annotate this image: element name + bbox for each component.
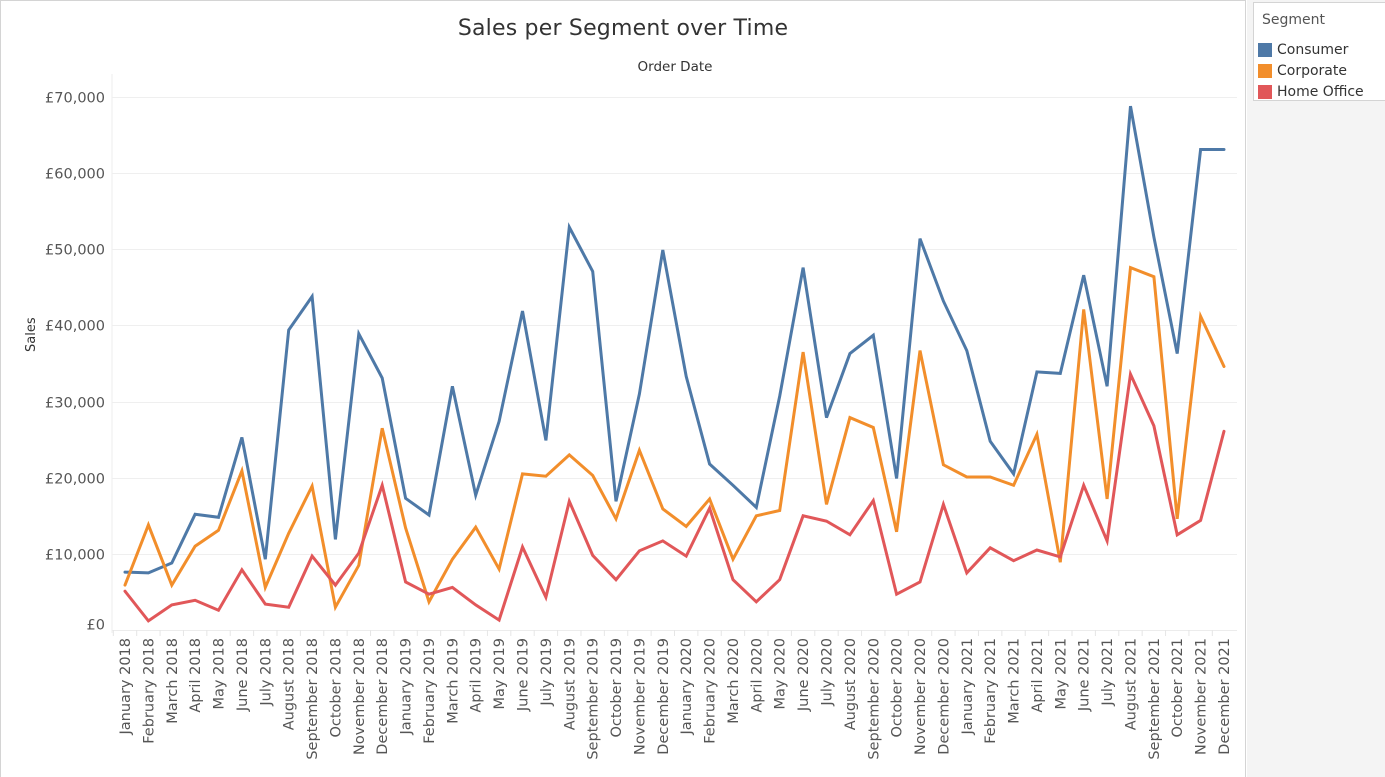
x-tick-label: January 2021	[960, 638, 976, 735]
x-tick-label: January 2019	[399, 638, 415, 735]
x-tick-label: February 2021	[983, 638, 999, 744]
x-tick-label: April 2021	[1030, 638, 1046, 713]
x-tick-label: September 2021	[1147, 638, 1163, 760]
legend-label: Home Office	[1277, 84, 1364, 100]
x-tick-label: March 2020	[726, 638, 742, 724]
x-tick-label: April 2020	[749, 638, 765, 713]
y-tick-label: £40,000	[45, 319, 105, 335]
series-line-consumer	[123, 105, 1226, 575]
x-tick-label: October 2020	[890, 638, 906, 738]
x-tick-label: December 2020	[936, 638, 952, 755]
x-tick-label: October 2018	[328, 638, 344, 738]
series-line-corporate	[123, 265, 1226, 612]
y-tick-label: £50,000	[45, 243, 105, 259]
x-tick-label: October 2021	[1170, 638, 1186, 738]
x-tick-label: November 2018	[352, 638, 368, 755]
x-tick-label: September 2020	[866, 638, 882, 760]
y-tick-label: £30,000	[45, 396, 105, 412]
x-tick-label: December 2021	[1217, 638, 1233, 755]
x-tick-label: November 2021	[1194, 638, 1210, 755]
x-tick-label: June 2019	[516, 638, 532, 712]
x-tick-label: October 2019	[609, 638, 625, 738]
x-tick-label: December 2019	[656, 638, 672, 755]
x-tick-label: April 2019	[469, 638, 485, 713]
x-tick-label: August 2019	[562, 638, 578, 730]
x-tick-label: August 2018	[282, 638, 298, 730]
y-tick-label: £0	[87, 618, 105, 634]
x-tick-label: February 2020	[703, 638, 719, 744]
x-tick-label: May 2018	[212, 638, 228, 710]
y-tick-label: £10,000	[45, 548, 105, 564]
x-tick-label: August 2021	[1123, 638, 1139, 730]
x-tick-label: January 2018	[118, 638, 134, 735]
x-tick-label: March 2018	[165, 638, 181, 724]
line-chart: £0 £10,000 £20,000 £30,000 £40,000 £50,000 £60…	[45, 74, 1237, 760]
x-tick-label: July 2019	[539, 638, 555, 707]
legend-swatch	[1258, 43, 1272, 57]
x-tick-label: July 2018	[258, 638, 274, 707]
x-tick-label: March 2021	[1007, 638, 1023, 724]
x-tick-label: September 2019	[586, 638, 602, 760]
x-tick-label: June 2021	[1077, 638, 1093, 712]
x-axis-header: Order Date	[637, 59, 713, 75]
x-tick-label: September 2018	[305, 638, 321, 760]
x-tick-label: May 2020	[773, 638, 789, 710]
legend-item-consumer[interactable]: Consumer	[1258, 40, 1348, 60]
x-tick-label: February 2019	[422, 638, 438, 744]
x-tick-label: December 2018	[375, 638, 391, 755]
legend-title: Segment	[1262, 12, 1325, 28]
x-tick-label: May 2021	[1053, 638, 1069, 710]
side-panel	[1247, 0, 1385, 777]
chart-panel	[0, 0, 1246, 777]
x-tick-label: June 2018	[235, 638, 251, 712]
chart-title: Sales per Segment over Time	[457, 16, 789, 41]
x-tick-label: July 2020	[819, 638, 835, 707]
y-tick-label: £70,000	[45, 91, 105, 107]
legend-label: Consumer	[1277, 42, 1349, 58]
series-line-home-office	[123, 368, 1226, 623]
x-tick-label: November 2020	[913, 638, 929, 755]
x-tick-label: May 2019	[492, 638, 508, 710]
legend: Segment Consumer Corporate Home Office	[1253, 2, 1385, 101]
x-tick-label: January 2020	[679, 638, 695, 735]
legend-item-home-office[interactable]: Home Office	[1258, 82, 1364, 102]
legend-swatch	[1258, 85, 1272, 99]
x-tick-label: April 2018	[188, 638, 204, 713]
x-tick-label: June 2020	[796, 638, 812, 712]
x-tick-label: February 2018	[141, 638, 157, 744]
x-tick-label: August 2020	[843, 638, 859, 730]
legend-item-corporate[interactable]: Corporate	[1258, 61, 1347, 81]
y-tick-label: £20,000	[45, 472, 105, 488]
legend-label: Corporate	[1277, 63, 1347, 79]
x-tick-label: July 2021	[1100, 638, 1116, 707]
x-tick-label: March 2019	[445, 638, 461, 724]
x-tick-label: November 2019	[632, 638, 648, 755]
legend-swatch	[1258, 64, 1272, 78]
y-tick-label: £60,000	[45, 167, 105, 183]
